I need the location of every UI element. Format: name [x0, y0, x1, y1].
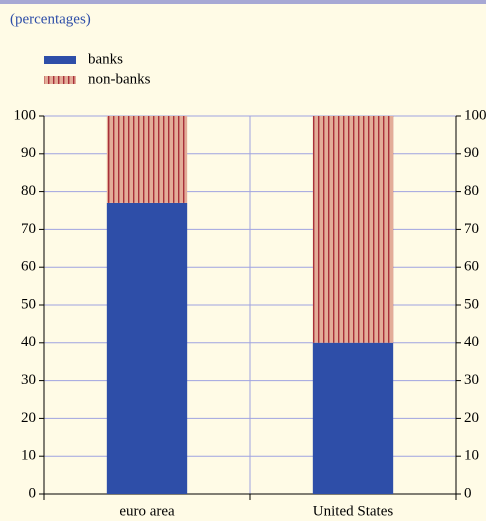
- y2-tick-label: 100: [464, 107, 486, 123]
- y2-tick-label: 60: [464, 259, 479, 275]
- y-tick-label: 80: [21, 183, 36, 199]
- y-tick-label: 10: [21, 448, 36, 464]
- bar-segment: [312, 342, 394, 494]
- y-tick-label: 40: [21, 334, 36, 350]
- legend-swatch: [44, 76, 76, 84]
- y2-tick-label: 70: [464, 221, 479, 237]
- y-tick-label: 20: [21, 410, 36, 426]
- y2-tick-label: 50: [464, 296, 479, 312]
- top-band: [0, 0, 486, 4]
- y2-tick-label: 90: [464, 145, 479, 161]
- legend-swatch: [44, 56, 76, 64]
- y2-tick-label: 80: [464, 183, 479, 199]
- bar-segment: [312, 116, 394, 343]
- y-tick-label: 30: [21, 372, 36, 388]
- bar-segment: [106, 116, 188, 203]
- y2-tick-label: 10: [464, 448, 479, 464]
- y-tick-label: 100: [14, 107, 37, 123]
- y2-tick-label: 40: [464, 334, 479, 350]
- y-tick-label: 0: [29, 485, 37, 501]
- y2-tick-label: 20: [464, 410, 479, 426]
- legend-label: banks: [88, 51, 123, 67]
- y-tick-label: 70: [21, 221, 36, 237]
- legend-label: non-banks: [88, 71, 151, 87]
- y2-tick-label: 0: [464, 485, 472, 501]
- y-tick-label: 50: [21, 296, 36, 312]
- y2-tick-label: 30: [464, 372, 479, 388]
- x-tick-label: euro area: [119, 503, 175, 519]
- subtitle: (percentages): [10, 11, 91, 27]
- x-tick-label: United States: [313, 503, 394, 519]
- y-tick-label: 90: [21, 145, 36, 161]
- bar-segment: [106, 202, 188, 494]
- y-tick-label: 60: [21, 259, 36, 275]
